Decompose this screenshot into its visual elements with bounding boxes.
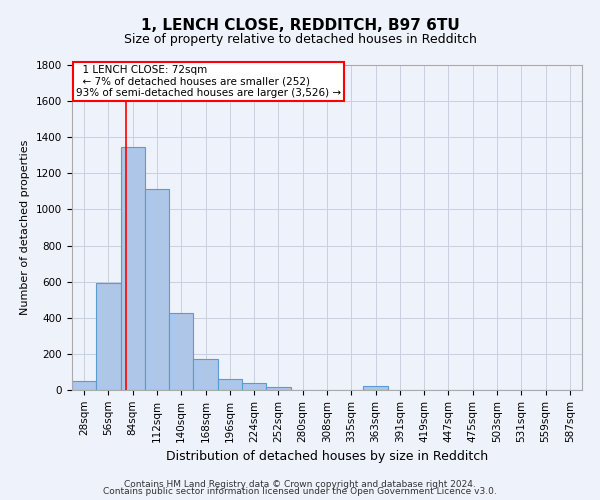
Text: 1, LENCH CLOSE, REDDITCH, B97 6TU: 1, LENCH CLOSE, REDDITCH, B97 6TU [140, 18, 460, 32]
Bar [266, 387, 290, 390]
Bar [218, 379, 242, 390]
Bar [242, 383, 266, 390]
Bar [193, 360, 218, 390]
Y-axis label: Number of detached properties: Number of detached properties [20, 140, 31, 315]
Bar [364, 386, 388, 390]
Text: Contains public sector information licensed under the Open Government Licence v3: Contains public sector information licen… [103, 487, 497, 496]
Text: Contains HM Land Registry data © Crown copyright and database right 2024.: Contains HM Land Registry data © Crown c… [124, 480, 476, 489]
Bar [169, 314, 193, 390]
Bar [121, 147, 145, 390]
Bar [145, 188, 169, 390]
Text: Size of property relative to detached houses in Redditch: Size of property relative to detached ho… [124, 32, 476, 46]
Bar [96, 282, 121, 390]
Text: 1 LENCH CLOSE: 72sqm
  ← 7% of detached houses are smaller (252)
93% of semi-det: 1 LENCH CLOSE: 72sqm ← 7% of detached ho… [76, 65, 341, 98]
X-axis label: Distribution of detached houses by size in Redditch: Distribution of detached houses by size … [166, 450, 488, 463]
Bar [72, 381, 96, 390]
